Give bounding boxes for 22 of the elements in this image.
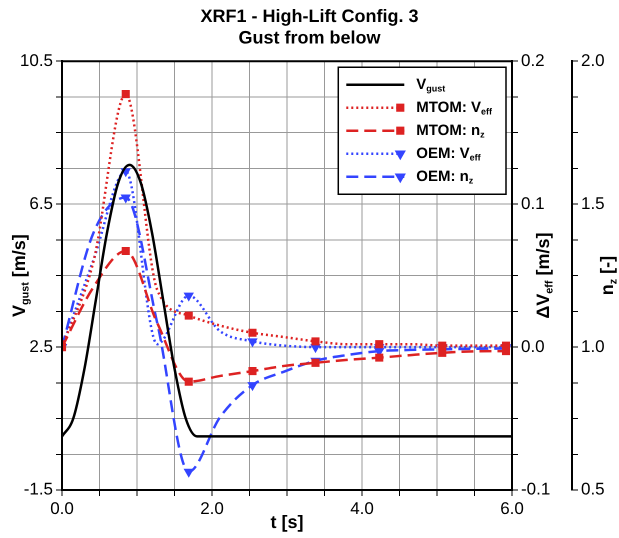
y2-tick-label: -0.1	[521, 480, 550, 499]
y-tick-label: -1.5	[24, 480, 53, 499]
y2-tick-label: 0.2	[521, 50, 545, 70]
y3-tick-label: 1.5	[581, 194, 605, 213]
y-axis-title: Vgust [m/s]	[8, 234, 32, 317]
y3-tick-label: 0.5	[581, 480, 605, 499]
y3-axis-title: nz [-]	[596, 256, 619, 296]
y2-axis-title: ΔVeff [m/s]	[532, 232, 556, 319]
y3-tick-label: 1.0	[581, 336, 605, 356]
y3-tick-label: 2.0	[581, 50, 605, 70]
x-tick-label: 0.0	[50, 498, 74, 518]
y-tick-label: 6.5	[29, 194, 53, 213]
chart-subtitle: Gust from below	[238, 27, 382, 48]
y2-tick-label: 0.0	[521, 336, 545, 356]
y2-tick-label: 0.1	[521, 194, 545, 213]
y-tick-label: 2.5	[29, 336, 53, 356]
x-tick-label: 2.0	[200, 498, 224, 518]
x-tick-label: 6.0	[500, 498, 524, 518]
chart-title: XRF1 - High-Lift Config. 3	[200, 6, 418, 26]
x-tick-label: 4.0	[350, 498, 374, 518]
x-axis-title: t [s]	[270, 512, 304, 532]
y-tick-label: 10.5	[20, 50, 53, 70]
